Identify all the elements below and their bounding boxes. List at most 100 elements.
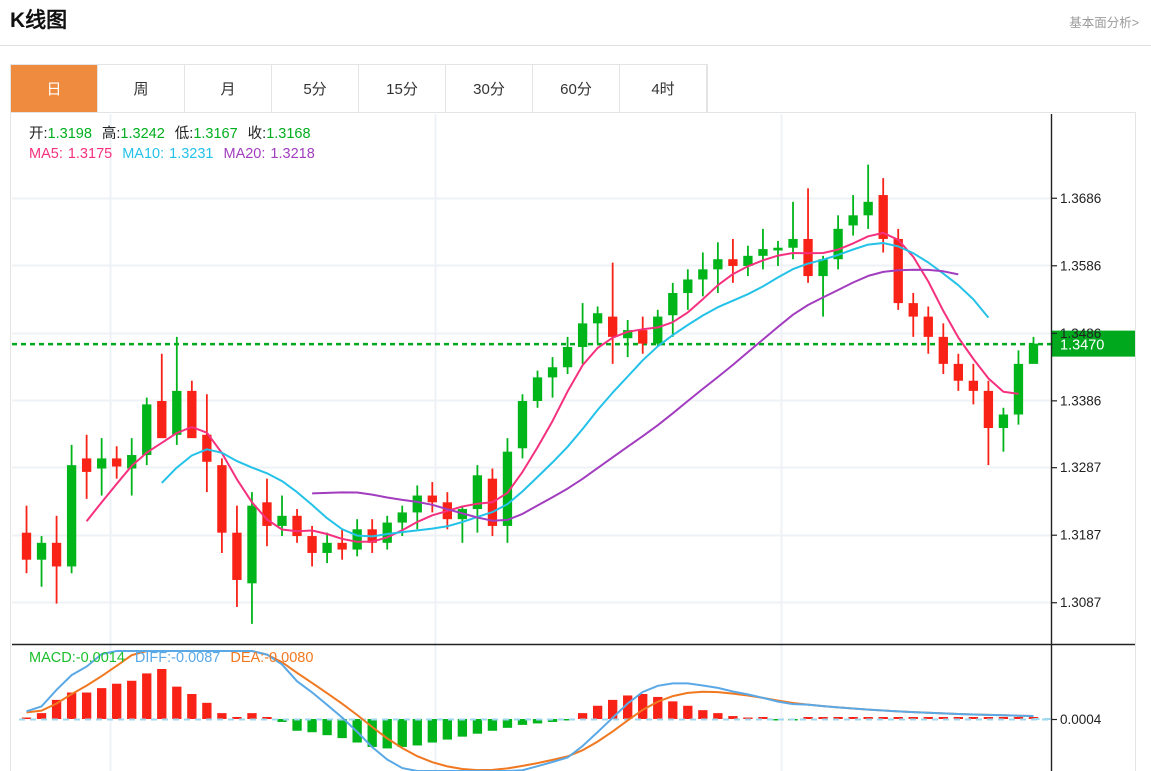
diff-line <box>26 650 1034 771</box>
ma5-line <box>85 231 1019 543</box>
macd-bar <box>367 719 377 747</box>
candle-body <box>878 195 888 239</box>
candle-body <box>81 458 92 472</box>
open-value: 1.3198 <box>47 126 92 142</box>
macd-bar <box>472 719 483 734</box>
macd-bar <box>277 719 287 722</box>
macd-bar <box>953 717 963 719</box>
ma20-label: MA20: <box>223 146 266 162</box>
macd-bar <box>878 717 888 719</box>
macd-bar <box>172 686 182 719</box>
macd-bar <box>998 717 1009 719</box>
macd-bar <box>608 699 618 719</box>
candle-body <box>517 401 528 449</box>
tab-4时[interactable]: 4时 <box>620 65 707 112</box>
diff-label: DIFF: <box>134 650 172 666</box>
ma5-value: 1.3175 <box>67 146 113 162</box>
macd-bar <box>743 717 753 719</box>
ma10-value: 1.3231 <box>169 146 214 162</box>
candlestick-series <box>21 164 1039 624</box>
macd-bar <box>66 692 77 719</box>
open-label: 开: <box>29 126 48 142</box>
candle-body <box>908 303 918 317</box>
moving-average-lines <box>85 231 1019 543</box>
candle-body <box>502 451 513 526</box>
macd-bar <box>638 694 648 719</box>
page-header: K线图 基本面分析> <box>0 0 1151 46</box>
macd-bar <box>653 696 663 719</box>
current-price-badge <box>1051 330 1135 357</box>
macd-bar <box>21 717 32 719</box>
macd-bar <box>337 719 347 739</box>
chart-container[interactable]: 1.3470 1.3686 1.3586 1.3486 1.3386 1.3287 1.31… <box>10 112 1136 771</box>
candle-body <box>863 201 873 216</box>
candle-body <box>352 529 362 550</box>
macd-bar <box>668 701 678 719</box>
candle-body <box>322 542 332 553</box>
macd-bar <box>112 683 122 719</box>
tab-日[interactable]: 日 <box>11 65 98 112</box>
macd-value: -0.0014 <box>75 650 125 666</box>
kline-chart-svg[interactable]: 1.3470 1.3686 1.3586 1.3486 1.3386 1.3287 1.31… <box>10 112 1136 771</box>
tab-60分[interactable]: 60分 <box>533 65 620 112</box>
macd-bar <box>127 680 137 719</box>
macd-bar <box>292 719 302 731</box>
macd-bar <box>983 717 994 719</box>
candle-body <box>262 502 272 526</box>
macd-bar <box>487 719 498 731</box>
candle-body <box>157 401 167 439</box>
candle-body <box>953 363 963 381</box>
candle-body <box>337 542 347 550</box>
macd-bar <box>51 699 62 719</box>
candle-body <box>532 377 543 402</box>
macd-bar <box>893 717 903 719</box>
candle-body <box>623 330 633 339</box>
macd-bar <box>818 717 828 719</box>
macd-bar <box>307 719 317 733</box>
macd-bar <box>532 719 543 724</box>
candle-body <box>577 323 588 347</box>
y-tick-label: 1.3686 <box>1060 191 1101 206</box>
candle-body <box>698 269 708 280</box>
macd-bar <box>217 713 227 719</box>
ma10-line <box>161 242 990 538</box>
candle-body <box>653 316 663 344</box>
candle-body <box>97 458 107 469</box>
y-tick-label: 1.3486 <box>1060 326 1101 341</box>
macd-bar <box>592 705 603 719</box>
ma20-value: 1.3218 <box>270 146 315 162</box>
tab-周[interactable]: 周 <box>98 65 185 112</box>
fundamental-analysis-link[interactable]: 基本面分析> <box>1069 16 1139 30</box>
candle-body <box>788 238 798 248</box>
macd-bar <box>412 719 422 746</box>
candle-body <box>292 515 302 537</box>
macd-bar <box>382 719 392 749</box>
current-price-badge-label: 1.3470 <box>1060 338 1104 354</box>
candle-body <box>683 279 693 293</box>
axis-tick-labels: 1.3686 1.3586 1.3486 1.3386 1.3287 1.3187 1.30… <box>1060 191 1102 727</box>
ma-legend: MA5: 1.3175 MA10: 1.3231 MA20: 1.3218 <box>29 146 315 162</box>
tab-5分[interactable]: 5分 <box>272 65 359 112</box>
tab-30分[interactable]: 30分 <box>446 65 533 112</box>
macd-bar <box>442 719 452 740</box>
candle-body <box>668 292 678 316</box>
price-dotted-line: 1.3470 <box>12 330 1135 357</box>
candle-body <box>728 259 738 266</box>
macd-bar <box>502 719 513 728</box>
candle-body <box>472 475 483 510</box>
chart-gridlines <box>12 114 1051 771</box>
dea-label: DEA: <box>230 650 265 666</box>
candle-body <box>382 522 392 543</box>
macd-bar <box>1013 717 1024 719</box>
y-tick-label: 1.3586 <box>1060 258 1101 273</box>
candle-body <box>142 404 152 456</box>
y-tick-label: 1.3087 <box>1060 595 1101 610</box>
tab-15分[interactable]: 15分 <box>359 65 446 112</box>
candle-body <box>983 390 994 429</box>
macd-lines <box>26 650 1051 771</box>
tab-月[interactable]: 月 <box>185 65 272 112</box>
macd-bar <box>713 713 723 719</box>
y-tick-label: 1.3287 <box>1060 460 1101 475</box>
macd-bar <box>232 717 242 719</box>
candle-body <box>66 465 77 567</box>
